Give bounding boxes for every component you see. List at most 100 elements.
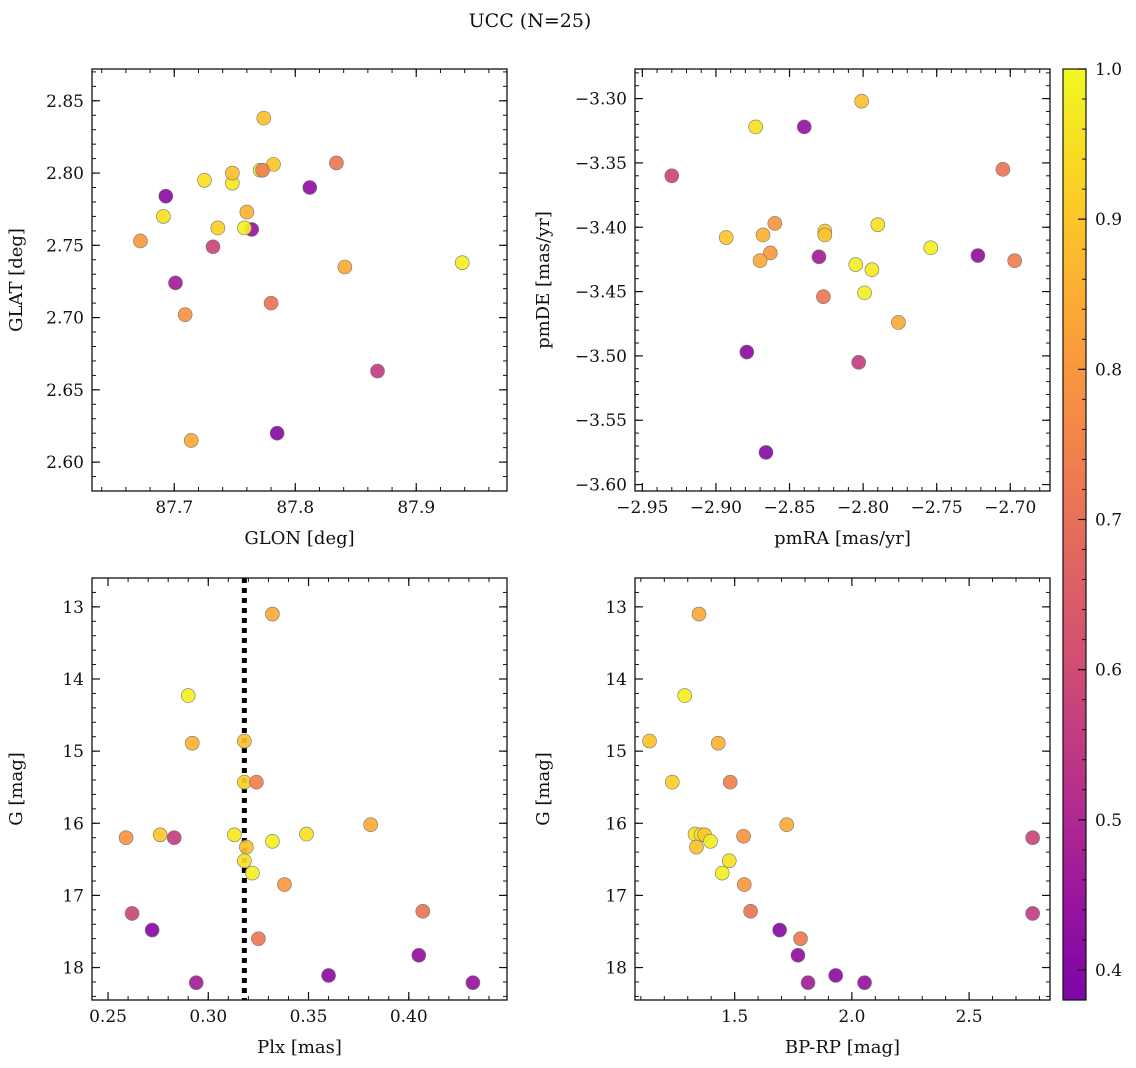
data-point	[736, 828, 751, 844]
panel-pm: −2.95 −2.90 −2.85 −2.80 −2.75 −2.70 −3.60 −3.55…	[533, 68, 1051, 549]
data-point	[277, 877, 292, 892]
y-tick-label: −3.30	[575, 90, 627, 110]
y-tick-label: 2.65	[46, 381, 84, 401]
y-tick-label: 2.70	[46, 309, 84, 329]
data-point	[854, 93, 869, 109]
panel-cmd: 1.5 2.0 2.5 13 14 15 16 17 18 BP-RP [mag] G [mag]	[533, 577, 1051, 1058]
data-point	[183, 433, 199, 448]
data-point	[454, 255, 470, 270]
data-point	[363, 817, 378, 833]
panel-plx-g: 0.25 0.30 0.35 0.40 13 14 15 16 17 18 Plx [mas] G […	[6, 577, 508, 1058]
x-axis-label: BP-RP [mag]	[785, 1037, 900, 1058]
y-tick-label: 17	[62, 886, 84, 906]
x-tick-label: −2.80	[837, 498, 889, 518]
data-point	[800, 975, 816, 990]
data-point	[718, 230, 734, 245]
x-tick-label: 2.0	[838, 1007, 865, 1027]
y-tick-label: −3.45	[575, 283, 627, 303]
data-point	[263, 295, 279, 311]
data-point	[664, 774, 680, 790]
x-axis-label: GLON [deg]	[244, 528, 354, 549]
x-tick-label: −2.90	[690, 498, 742, 518]
data-point	[124, 906, 140, 921]
colorbar-gradient	[1062, 68, 1087, 1001]
data-point	[857, 975, 872, 990]
x-tick-label: 2.5	[956, 1007, 983, 1027]
data-point	[239, 839, 254, 855]
colorbar-tick-label: 0.6	[1095, 661, 1122, 681]
data-point	[1025, 906, 1040, 921]
y-tick-label: 18	[62, 959, 84, 979]
data-point	[225, 165, 240, 181]
y-tick-label: 13	[605, 598, 627, 618]
data-point	[465, 975, 481, 990]
data-point	[710, 735, 726, 751]
y-tick-label: 17	[605, 886, 627, 906]
data-point	[265, 833, 280, 849]
points	[664, 93, 1022, 460]
y-axis-label: G [mag]	[533, 752, 554, 825]
x-tick-label: 87.8	[276, 498, 314, 518]
data-point	[722, 774, 738, 790]
x-tick-label: 0.35	[290, 1007, 328, 1027]
data-point	[758, 445, 774, 460]
data-point	[721, 853, 737, 869]
data-point	[188, 975, 204, 990]
colorbar-tick-label: 0.5	[1095, 811, 1122, 831]
data-point	[415, 903, 431, 919]
data-point	[237, 853, 252, 869]
data-point	[337, 259, 353, 275]
data-point	[184, 735, 200, 751]
y-tick-label: 13	[62, 598, 84, 618]
data-point	[118, 830, 134, 845]
panel-glon-glat: 87.7 87.8 87.9 2.60 2.65 2.70 2.75 2.80 2.85 GLON…	[6, 68, 508, 549]
data-point	[411, 947, 427, 963]
x-tick-label: 87.9	[397, 498, 435, 518]
data-point	[763, 245, 778, 261]
points	[642, 606, 1040, 990]
data-point	[870, 217, 886, 232]
data-point	[329, 155, 344, 171]
data-point	[817, 227, 833, 243]
y-tick-label: 15	[62, 742, 84, 762]
data-point	[891, 315, 906, 330]
x-tick-label: 0.40	[390, 1007, 428, 1027]
data-point	[995, 162, 1011, 177]
data-point	[245, 865, 260, 881]
data-point	[302, 180, 318, 195]
y-tick-label: 15	[605, 742, 627, 762]
data-point	[923, 240, 939, 256]
x-axis-label: Plx [mas]	[257, 1037, 342, 1058]
data-point	[772, 922, 787, 938]
data-point	[177, 307, 193, 322]
data-point	[677, 688, 693, 703]
figure-title: UCC (N=25)	[469, 10, 592, 32]
data-point	[249, 774, 264, 790]
data-point	[714, 865, 730, 881]
x-axis-label: pmRA [mas/yr]	[774, 528, 911, 549]
data-point	[703, 833, 718, 849]
x-tick-label: −2.70	[984, 498, 1036, 518]
data-point	[1025, 830, 1040, 845]
x-tick-label: 0.30	[189, 1007, 227, 1027]
data-point	[265, 606, 280, 622]
data-point	[642, 733, 657, 749]
data-point	[816, 289, 831, 305]
y-tick-label: 16	[62, 814, 84, 834]
data-point	[691, 606, 707, 622]
data-point	[767, 216, 783, 231]
data-point	[144, 922, 160, 938]
data-point	[752, 253, 768, 269]
y-tick-label: 18	[605, 959, 627, 979]
data-point	[689, 839, 704, 855]
data-point	[736, 877, 752, 892]
y-axis-label: G [mag]	[6, 752, 27, 825]
data-point	[857, 285, 872, 301]
data-point	[158, 188, 174, 204]
data-point	[197, 172, 212, 188]
y-tick-label: −3.50	[575, 347, 627, 367]
y-tick-label: 14	[605, 670, 627, 690]
data-point	[156, 209, 171, 224]
data-point	[851, 355, 866, 370]
